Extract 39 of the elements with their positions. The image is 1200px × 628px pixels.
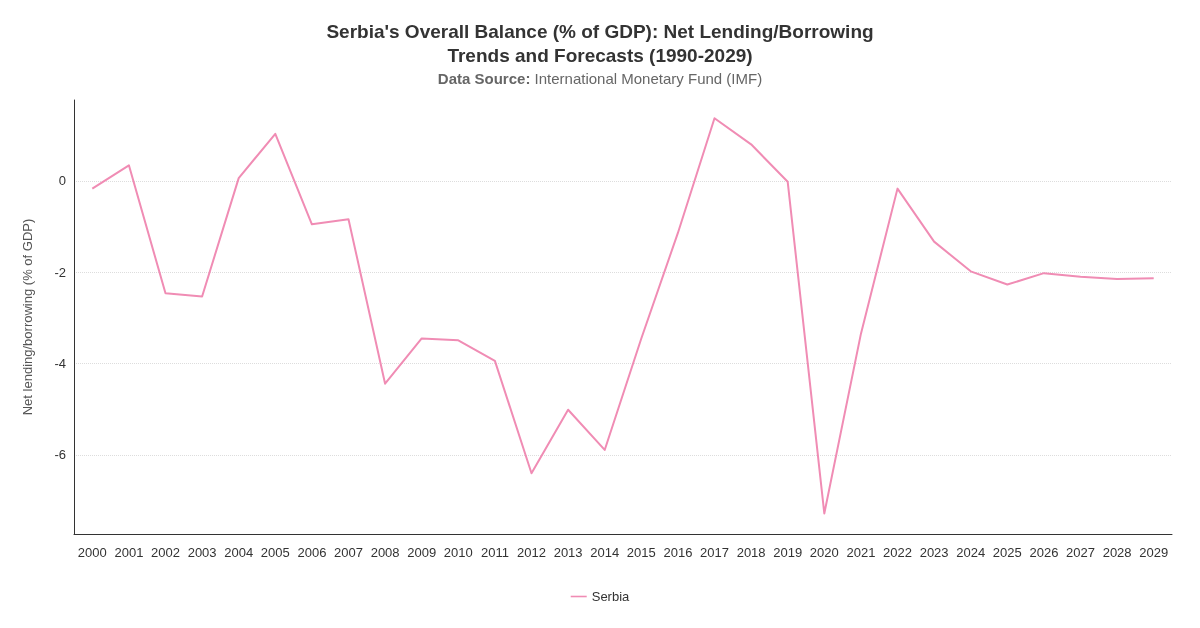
legend-label: Serbia [591, 589, 631, 604]
x-tick-label: 2019 [773, 545, 803, 560]
y-tick-label: -4 [54, 356, 66, 372]
x-tick-label: 2016 [663, 545, 693, 560]
x-tick-label: 2025 [992, 545, 1022, 560]
x-tick-label: 2010 [443, 545, 473, 560]
x-tick-label: 2005 [260, 545, 290, 560]
x-tick-label: 2029 [1139, 545, 1169, 560]
x-tick-label: 2002 [151, 545, 180, 560]
x-tick-label: 2028 [1102, 545, 1132, 560]
chart-title: Serbia's Overall Balance (% of GDP): Net Lending/Borrowing Trends and Forecasts (1990-2029) [326, 20, 874, 66]
y-tick-label: -2 [54, 264, 66, 280]
x-tick-label: 2012 [517, 545, 546, 560]
x-tick-label: 2014 [590, 545, 620, 560]
x-tick-label: 2003 [187, 545, 217, 560]
x-tick-label: 2000 [77, 545, 107, 560]
x-tick-label: 2023 [919, 545, 949, 560]
x-tick-label: 2006 [297, 545, 327, 560]
y-axis-title: Net lending/borrowing (% of GDP) [20, 218, 35, 416]
x-tick-label: 2011 [480, 545, 509, 560]
x-tick-label: 2015 [626, 545, 656, 560]
chart-subtitle: Data Source: International Monetary Fund (IMF) [437, 70, 763, 87]
x-tick-label: 2007 [334, 545, 363, 560]
x-tick-label: 2004 [224, 545, 254, 560]
x-tick-label: 2018 [736, 545, 766, 560]
x-tick-label: 2013 [553, 545, 583, 560]
x-tick-label: 2021 [846, 545, 876, 560]
x-tick-label: 2017 [700, 545, 729, 560]
x-tick-label: 2024 [956, 545, 986, 560]
x-tick-label: 2009 [407, 545, 437, 560]
x-tick-label: 2027 [1066, 545, 1095, 560]
y-tick-label: 0 [58, 173, 66, 189]
x-tick-label: 2022 [883, 545, 912, 560]
line-series [91, 117, 1155, 515]
y-tick-label: -6 [54, 447, 66, 463]
x-tick-label: 2026 [1029, 545, 1059, 560]
x-tick-label: 2001 [114, 545, 144, 560]
x-tick-label: 2008 [370, 545, 400, 560]
x-tick-label: 2020 [809, 545, 839, 560]
